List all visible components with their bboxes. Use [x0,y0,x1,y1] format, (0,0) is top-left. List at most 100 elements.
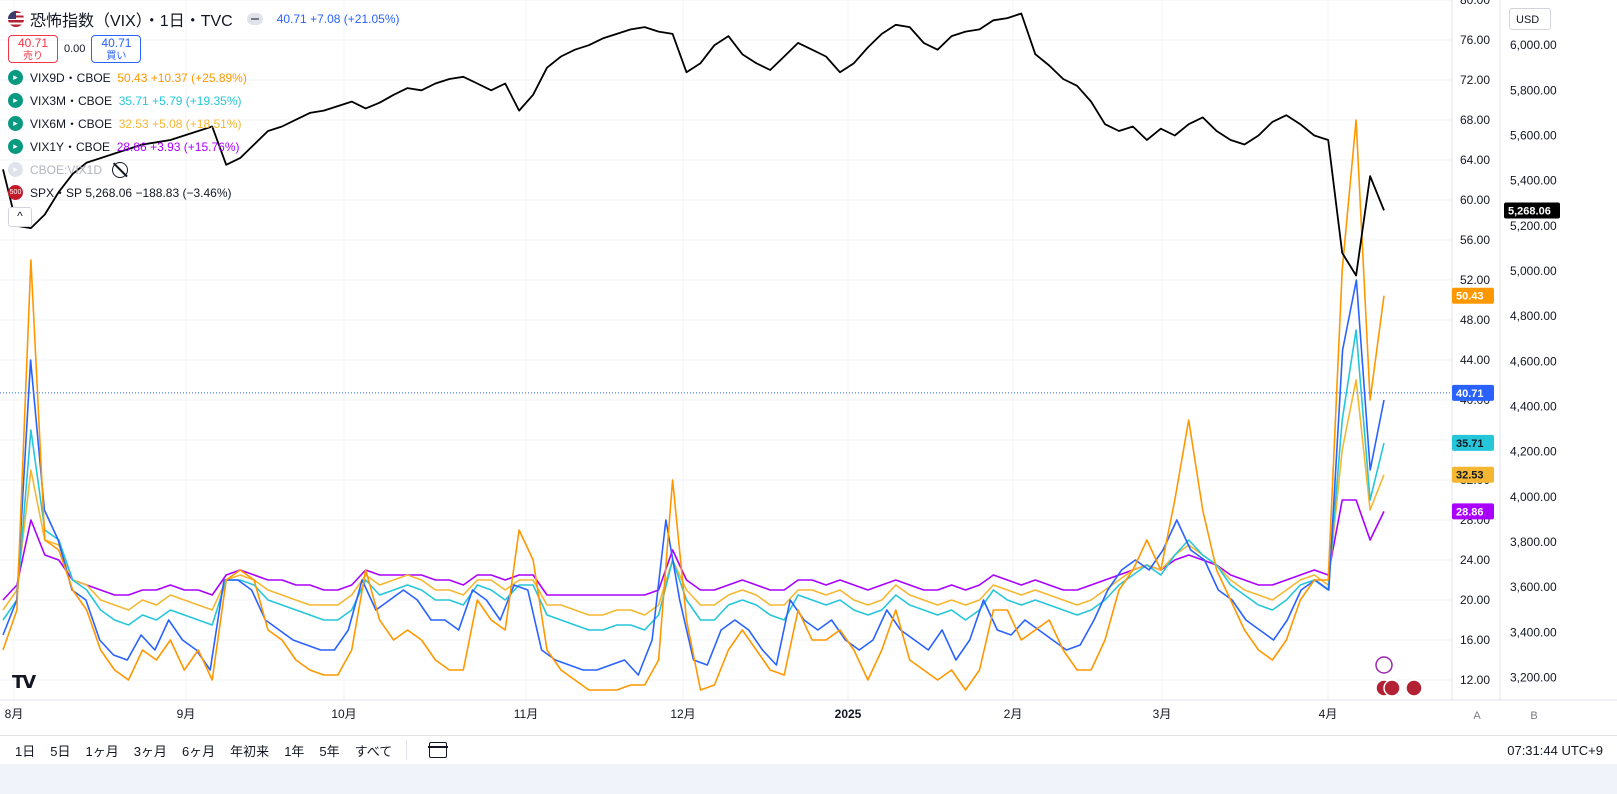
left-axis-tick: 24.00 [1460,553,1490,567]
timeframe-7[interactable]: 5年 [319,743,340,759]
series-row-vix6m[interactable]: ▸ VIX6M・CBOE 32.53 +5.08 (+18.51%) [8,112,400,135]
bid-ask-panel: 40.71 売り 0.00 40.71 買い [8,35,400,63]
right-axis-tick: 4,200.00 [1510,445,1557,459]
series-indicator-icon: ▸ [8,116,23,131]
right-axis-tick: 4,600.00 [1510,354,1557,368]
price-tag-box [1452,466,1494,483]
hidden-series-label: CBOE:VIX1D [30,162,103,177]
right-axis-tick: 5,400.00 [1510,174,1557,188]
timeframe-2[interactable]: 1ヶ月 [85,743,119,759]
timeframe-5[interactable]: 年初来 [230,743,270,759]
us-flag-icon [8,11,24,27]
x-axis-label: 2月 [1004,707,1023,721]
clock[interactable]: 07:31:44 UTC+9 [1507,742,1603,758]
collapse-legend-button[interactable]: ^ [8,207,32,227]
left-axis-tick: 60.00 [1460,193,1490,207]
right-axis-tick: 3,600.00 [1510,580,1557,594]
spx-change-pct: (−3.46%) [182,185,232,200]
timeframe-3[interactable]: 3ヶ月 [133,743,167,759]
left-axis-tick: 64.00 [1460,153,1490,167]
x-axis-label: 12月 [670,707,695,721]
right-axis-tick: 5,800.00 [1510,83,1557,97]
right-axis-tick: 3,800.00 [1510,535,1557,549]
left-axis-tick: 12.00 [1460,673,1490,687]
series-indicator-icon: ▸ [8,93,23,108]
series-line-vix1y [2,499,1385,601]
price-tag-label: 28.86 [1456,506,1484,518]
x-axis-label: 10月 [331,707,356,721]
x-axis-label: 4月 [1319,707,1338,721]
x-axis-label: 9月 [177,707,196,721]
series-indicator-icon: ▸ [8,70,23,85]
price-tag-box [1504,202,1560,219]
eye-off-icon[interactable] [112,161,129,178]
series-row-vix1y[interactable]: ▸ VIX1Y・CBOE 28.86 +3.93 (+15.76%) [8,135,400,158]
price-tag-label: 40.71 [1456,388,1484,400]
scale-button-B[interactable]: B [1530,710,1537,722]
price-tag-label: 35.71 [1456,438,1484,450]
hidden-series-row[interactable]: ▸ CBOE:VIX1D [8,158,400,181]
price-tag-label: 5,268.06 [1508,205,1551,217]
left-axis-tick: 68.00 [1460,113,1490,127]
price-tag-box [1452,434,1494,451]
right-axis-tick: 5,000.00 [1510,264,1557,278]
left-axis-tick: 76.00 [1460,33,1490,47]
timeframe-8[interactable]: すべて [354,743,393,759]
series-row-vix9d[interactable]: ▸ VIX9D・CBOE 50.43 +10.37 (+25.89%) [8,66,400,89]
series-name: VIX1Y・CBOE [30,140,111,154]
spread-value: 0.00 [64,43,86,55]
series-value: 32.53 +5.08 (+18.51%) [118,116,242,131]
right-axis-tick: 6,000.00 [1510,38,1557,52]
series-name: VIX3M・CBOE [30,94,113,108]
event-lightning-icon[interactable] [1375,656,1393,674]
series-line-vix9d [2,119,1385,691]
price-tag-box [1452,287,1494,304]
right-axis-tick: 4,400.00 [1510,399,1557,413]
x-axis-label: 8月 [5,707,24,721]
toolbar-divider [406,740,408,760]
right-axis-tick: 5,200.00 [1510,219,1557,233]
left-axis-tick: 72.00 [1460,73,1490,87]
tradingview-logo[interactable]: TV [12,672,36,693]
left-axis-tick: 48.00 [1460,313,1490,327]
timeframe-6[interactable]: 1年 [284,743,305,759]
symbol-title[interactable]: 恐怖指数（VIX）・1日・TVC [30,13,233,30]
right-axis-tick: 3,200.00 [1510,670,1557,684]
spx-change: −188.83 [135,185,180,200]
series-value: 28.86 +3.93 (+15.76%) [116,139,240,154]
right-axis-tick: 4,000.00 [1510,490,1557,504]
series-line-vix [2,279,1385,676]
calendar-icon[interactable] [428,742,449,758]
right-axis-tick: 5,600.00 [1510,128,1557,142]
spx-series-row[interactable]: 500 SPX・SP 5,268.06 −188.83 (−3.46%) [8,181,400,204]
x-axis-label: 3月 [1153,707,1172,721]
left-axis-tick: 52.00 [1460,273,1490,287]
timeframe-list: 1日 5日 1ヶ月 3ヶ月 6ヶ月 年初来 1年 5年 すべて [0,741,392,760]
left-axis-tick: 16.00 [1460,633,1490,647]
series-value: 35.71 +5.79 (+19.35%) [118,93,242,108]
market-status-icon[interactable] [246,13,263,25]
sell-button[interactable]: 40.71 売り [8,35,58,63]
scale-button-A[interactable]: A [1473,710,1481,722]
economic-event-flag-icon[interactable] [1383,679,1401,697]
buy-button[interactable]: 40.71 買い [91,35,142,63]
timeframe-1[interactable]: 5日 [50,743,71,759]
timeframe-4[interactable]: 6ヶ月 [181,743,216,759]
x-axis-label: 2025 [835,707,862,721]
spx-name: SPX・SP [30,186,83,200]
left-axis-tick: 80.00 [1460,0,1490,7]
chart-canvas[interactable]: 12.0016.0020.0024.0028.0032.0036.0040.00… [0,0,1617,735]
timeframe-0[interactable]: 1日 [15,743,36,759]
currency-selector[interactable]: USD [1509,8,1551,30]
left-axis-tick: 20.00 [1460,593,1490,607]
left-axis-tick: 56.00 [1460,233,1490,247]
right-axis-tick: 3,400.00 [1510,625,1557,639]
economic-event-flag-icon[interactable] [1405,679,1423,697]
series-value: 50.43 +10.37 (+25.89%) [117,70,247,85]
series-name: VIX6M・CBOE [30,117,113,131]
symbol-header[interactable]: 恐怖指数（VIX）・1日・TVC 40.71 +7.08 (+21.05%) [8,8,400,30]
price-tag-label: 50.43 [1456,291,1484,303]
series-row-vix3m[interactable]: ▸ VIX3M・CBOE 35.71 +5.79 (+19.35%) [8,89,400,112]
series-line-spx [2,12,1385,277]
x-axis-label: 11月 [514,707,538,721]
